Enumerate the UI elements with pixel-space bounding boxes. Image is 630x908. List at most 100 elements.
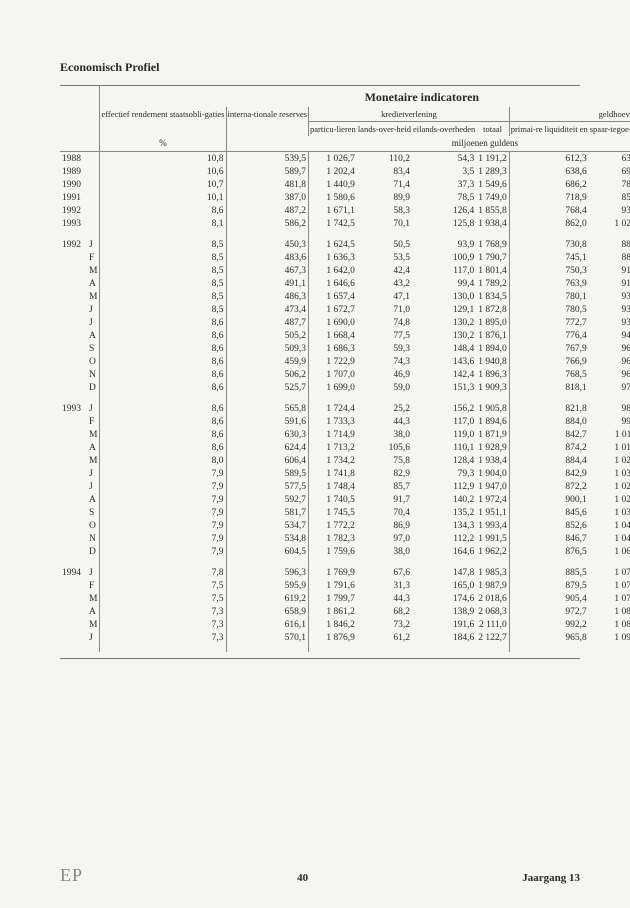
cell: 766,9 bbox=[509, 355, 588, 368]
cell: 1 741,8 bbox=[309, 467, 357, 480]
table-row: M8,6630,31 714,938,0119,01 871,9842,71 0… bbox=[60, 428, 630, 441]
row-year: 1992 bbox=[60, 204, 87, 217]
cell: 1 047,3 bbox=[589, 532, 630, 545]
cell: 83,4 bbox=[357, 165, 412, 178]
cell: 130,0 bbox=[412, 290, 476, 303]
table-row: N7,9534,81 782,397,0112,21 991,5846,71 0… bbox=[60, 532, 630, 545]
row-month: J bbox=[87, 316, 100, 329]
unit-millions: miljoenen guldens bbox=[226, 136, 630, 152]
cell: 934,5 bbox=[589, 204, 630, 217]
row-month: M bbox=[87, 592, 100, 605]
row-month: J bbox=[87, 303, 100, 316]
cell: 105,6 bbox=[357, 441, 412, 454]
cell: 1 038,4 bbox=[589, 467, 630, 480]
row-month: M bbox=[87, 428, 100, 441]
cell: 730,8 bbox=[509, 238, 588, 251]
cell: 134,3 bbox=[412, 519, 476, 532]
cell: 862,0 bbox=[509, 217, 588, 230]
row-year bbox=[60, 428, 87, 441]
row-month: J bbox=[87, 402, 100, 415]
cell: 1 646,6 bbox=[309, 277, 357, 290]
cell: 31,3 bbox=[357, 579, 412, 592]
table-row: A8,6624,41 713,2105,6110,11 928,9874,21 … bbox=[60, 441, 630, 454]
cell: 845,6 bbox=[509, 506, 588, 519]
cell: 881,0 bbox=[589, 238, 630, 251]
cell: 1 947,0 bbox=[476, 480, 509, 493]
cell: 8,0 bbox=[100, 454, 226, 467]
cell: 54,3 bbox=[412, 152, 476, 166]
cell: 910,3 bbox=[589, 277, 630, 290]
row-month: A bbox=[87, 493, 100, 506]
cell: 767,9 bbox=[509, 342, 588, 355]
cell: 59,0 bbox=[357, 381, 412, 394]
cell: 1 020,5 bbox=[589, 493, 630, 506]
cell: 1 580,6 bbox=[309, 191, 357, 204]
row-month: F bbox=[87, 579, 100, 592]
cell: 8,6 bbox=[100, 381, 226, 394]
cell: 1 799,7 bbox=[309, 592, 357, 605]
row-year: 1993 bbox=[60, 402, 87, 415]
cell: 884,0 bbox=[509, 415, 588, 428]
row-year: 1990 bbox=[60, 178, 87, 191]
cell: 8,6 bbox=[100, 355, 226, 368]
cell: 1 748,4 bbox=[309, 480, 357, 493]
cell: 1 026,7 bbox=[309, 152, 357, 166]
footer-right: Jaargang 13 bbox=[522, 872, 580, 884]
cell: 1 714,9 bbox=[309, 428, 357, 441]
cell: 776,4 bbox=[509, 329, 588, 342]
table-row: J7,3570,11 876,961,2184,62 122,7965,81 0… bbox=[60, 631, 630, 644]
cell: 1 624,5 bbox=[309, 238, 357, 251]
cell: 1 022,6 bbox=[589, 454, 630, 467]
cell: 686,2 bbox=[509, 178, 588, 191]
cell: 1 019,1 bbox=[589, 441, 630, 454]
cell: 596,3 bbox=[226, 566, 309, 579]
table-row: M8,5467,31 642,042,4117,01 801,4750,3913… bbox=[60, 264, 630, 277]
cell: 486,3 bbox=[226, 290, 309, 303]
cell: 8,5 bbox=[100, 264, 226, 277]
cell: 2 122,7 bbox=[476, 631, 509, 644]
table-row: 198810,8539,51 026,7110,254,31 191,2612,… bbox=[60, 152, 630, 166]
cell: 138,9 bbox=[412, 605, 476, 618]
cell: 7,5 bbox=[100, 592, 226, 605]
cell: 965,8 bbox=[589, 355, 630, 368]
cell: 842,9 bbox=[509, 467, 588, 480]
cell: 487,2 bbox=[226, 204, 309, 217]
row-year bbox=[60, 316, 87, 329]
group-geld: geldhoeveelheid bbox=[509, 107, 630, 122]
group-krediet: kredietverlening bbox=[309, 107, 510, 122]
cell: 450,3 bbox=[226, 238, 309, 251]
cell: 768,5 bbox=[509, 368, 588, 381]
cell: 61,2 bbox=[357, 631, 412, 644]
cell: 50,5 bbox=[357, 238, 412, 251]
row-month: M bbox=[87, 290, 100, 303]
cell: 1 671,1 bbox=[309, 204, 357, 217]
cell: 8,6 bbox=[100, 368, 226, 381]
cell: 939,7 bbox=[589, 316, 630, 329]
row-year bbox=[60, 303, 87, 316]
cell: 71,4 bbox=[357, 178, 412, 191]
row-year: 1994 bbox=[60, 566, 87, 579]
cell: 459,9 bbox=[226, 355, 309, 368]
cell: 1 759,6 bbox=[309, 545, 357, 558]
row-year bbox=[60, 506, 87, 519]
row-month: N bbox=[87, 368, 100, 381]
cell: 780,9 bbox=[589, 178, 630, 191]
row-month: J bbox=[87, 566, 100, 579]
cell: 481,8 bbox=[226, 178, 309, 191]
cell: 506,2 bbox=[226, 368, 309, 381]
row-month: J bbox=[87, 238, 100, 251]
unit-percent: % bbox=[100, 136, 226, 152]
row-year bbox=[60, 251, 87, 264]
cell: 1 940,8 bbox=[476, 355, 509, 368]
cell: 1 985,3 bbox=[476, 566, 509, 579]
cell: 1 549,6 bbox=[476, 178, 509, 191]
cell: 2 111,0 bbox=[476, 618, 509, 631]
cell: 964,8 bbox=[589, 342, 630, 355]
row-month bbox=[87, 152, 100, 166]
cell: 745,1 bbox=[509, 251, 588, 264]
cell: 1 070,2 bbox=[589, 579, 630, 592]
cell: 591,6 bbox=[226, 415, 309, 428]
table-row: 199110,1387,01 580,689,978,51 749,0718,9… bbox=[60, 191, 630, 204]
table-row: 199010,7481,81 440,971,437,31 549,6686,2… bbox=[60, 178, 630, 191]
cell: 142,4 bbox=[412, 368, 476, 381]
